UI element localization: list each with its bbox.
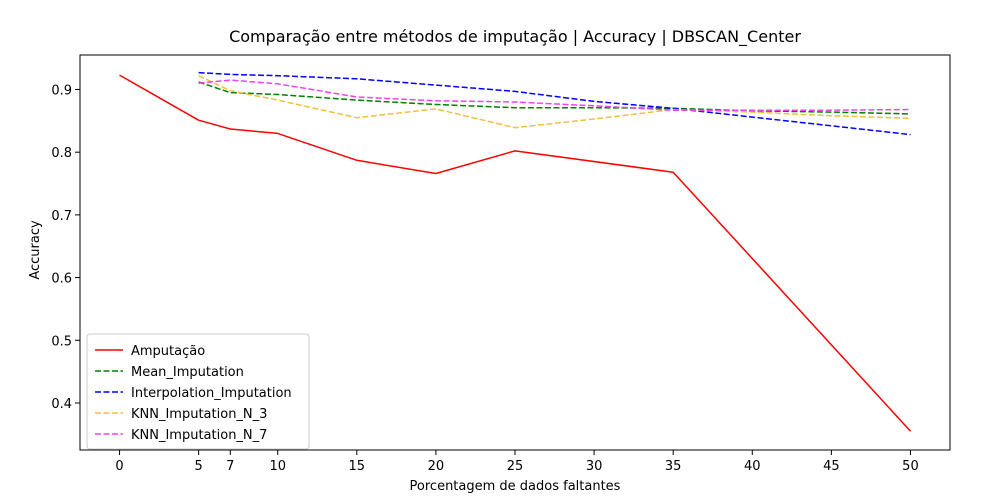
y-tick-label: 0.6 bbox=[51, 272, 72, 287]
legend-entry: Mean_Imputation bbox=[131, 365, 244, 380]
series-line-knn-imputation-n-3 bbox=[198, 75, 911, 129]
y-tick-label: 0.9 bbox=[51, 83, 72, 98]
y-axis-label: Accuracy bbox=[28, 220, 43, 280]
x-tick-label: 25 bbox=[507, 459, 524, 474]
x-tick-label: 0 bbox=[115, 459, 123, 474]
legend-entry: Amputação bbox=[131, 344, 205, 359]
legend-entry: KNN_Imputation_N_7 bbox=[131, 428, 267, 443]
legend-entry: KNN_Imputation_N_3 bbox=[131, 407, 267, 422]
y-axis: 0.4 0.5 0.6 0.7 0.8 0.9 bbox=[51, 83, 80, 412]
x-tick-label: 10 bbox=[269, 459, 286, 474]
x-tick-label: 35 bbox=[665, 459, 682, 474]
x-tick-label: 50 bbox=[902, 459, 919, 474]
x-tick-label: 15 bbox=[349, 459, 366, 474]
legend-entry: Interpolation_Imputation bbox=[131, 386, 292, 401]
x-tick-label: 40 bbox=[744, 459, 761, 474]
y-tick-label: 0.8 bbox=[51, 146, 72, 161]
legend-box bbox=[86, 333, 310, 450]
chart-title: Comparação entre métodos de imputação | … bbox=[229, 27, 801, 47]
series-layer bbox=[119, 71, 912, 432]
x-axis-label: Porcentagem de dados faltantes bbox=[410, 479, 621, 494]
x-tick-label: 5 bbox=[194, 459, 202, 474]
series-line-knn-imputation-n-7 bbox=[198, 79, 911, 111]
y-tick-label: 0.4 bbox=[51, 397, 72, 412]
legend: Amputação Mean_Imputation Interpolation_Im… bbox=[86, 333, 310, 450]
x-axis: 0 5 7 10 15 20 25 30 35 40 45 50 bbox=[115, 450, 919, 474]
x-tick-label: 20 bbox=[428, 459, 445, 474]
x-tick-label: 7 bbox=[226, 459, 234, 474]
y-tick-label: 0.5 bbox=[51, 334, 72, 349]
x-tick-label: 30 bbox=[586, 459, 603, 474]
series-line-interpolation-imputation bbox=[198, 71, 911, 136]
series-line-mean-imputation bbox=[198, 81, 911, 115]
y-tick-label: 0.7 bbox=[51, 209, 72, 224]
series-line-amputa-o bbox=[119, 74, 912, 432]
x-tick-label: 45 bbox=[823, 459, 840, 474]
